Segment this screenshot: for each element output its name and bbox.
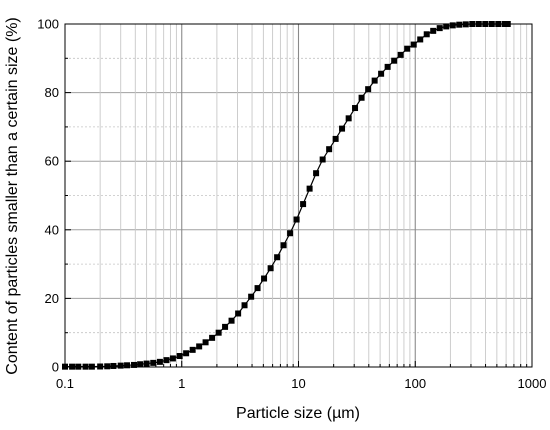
data-point: [300, 201, 307, 208]
data-point: [339, 125, 346, 132]
y-tick-label: 80: [45, 85, 59, 100]
data-point: [482, 21, 489, 27]
x-tick-label: 100: [404, 376, 426, 391]
data-point: [462, 21, 469, 28]
data-point: [75, 363, 82, 370]
data-point: [488, 21, 495, 27]
data-point: [241, 302, 248, 309]
data-point: [352, 105, 359, 112]
data-point: [189, 346, 196, 353]
data-point: [504, 21, 511, 27]
data-point: [202, 339, 209, 346]
data-point: [69, 363, 76, 370]
data-point: [110, 362, 117, 369]
data-point: [397, 51, 404, 58]
data-point: [183, 350, 190, 357]
data-point: [417, 36, 424, 43]
x-tick-label: 1: [178, 376, 185, 391]
data-point: [156, 358, 163, 365]
data-point: [254, 285, 261, 292]
data-point: [176, 353, 183, 360]
y-tick-labels: 0 20 40 60 80 100: [37, 17, 59, 375]
y-tick-label: 20: [45, 291, 59, 306]
data-point: [267, 265, 274, 272]
data-point: [215, 329, 222, 336]
y-tick-label: 0: [52, 360, 59, 375]
data-point: [456, 21, 463, 28]
data-point: [365, 86, 372, 93]
data-point: [131, 361, 138, 368]
data-point: [410, 41, 417, 48]
data-point: [326, 146, 333, 153]
data-point: [378, 70, 385, 77]
data-point: [248, 293, 255, 300]
series-markers: [62, 21, 511, 370]
data-point: [358, 94, 365, 101]
data-point: [371, 77, 378, 84]
data-point: [391, 57, 398, 64]
data-point: [449, 22, 456, 29]
x-tick-labels: 0.1 1 10 100 1000: [56, 376, 547, 391]
data-point: [313, 170, 320, 177]
data-point: [274, 254, 281, 261]
data-point: [88, 363, 95, 370]
data-point: [124, 362, 131, 369]
data-point: [97, 363, 104, 370]
data-point: [209, 334, 216, 341]
data-point: [222, 323, 229, 330]
data-point: [163, 357, 170, 364]
data-point: [280, 242, 287, 249]
data-point: [345, 115, 352, 122]
data-point: [436, 25, 443, 32]
x-tick-label: 10: [291, 376, 305, 391]
data-point: [423, 31, 430, 38]
data-point: [82, 363, 89, 370]
data-point: [306, 185, 313, 192]
data-point: [62, 363, 68, 370]
data-point: [495, 21, 502, 27]
data-point: [319, 156, 326, 163]
y-tick-label: 100: [37, 17, 59, 32]
data-point: [169, 355, 176, 362]
data-point: [430, 27, 437, 34]
grid: [65, 24, 532, 367]
data-point: [287, 230, 294, 237]
data-point: [196, 343, 203, 350]
data-point: [261, 275, 268, 282]
data-point: [332, 135, 339, 142]
data-point: [137, 361, 144, 368]
data-point: [293, 216, 300, 223]
y-axis-title: Content of particles smaller than a cert…: [4, 17, 21, 374]
data-point: [475, 21, 482, 27]
data-point: [384, 63, 391, 70]
y-tick-label: 40: [45, 222, 59, 237]
data-point: [228, 317, 235, 324]
data-point: [117, 362, 124, 369]
data-point: [404, 45, 411, 52]
x-tick-label: 1000: [518, 376, 547, 391]
data-point: [443, 23, 450, 30]
data-point: [150, 359, 157, 366]
x-axis-title: Particle size (µm): [236, 405, 360, 422]
data-point: [235, 310, 242, 317]
data-point: [143, 360, 150, 367]
data-point: [104, 363, 111, 370]
x-tick-label: 0.1: [56, 376, 74, 391]
data-point: [469, 21, 476, 27]
y-tick-label: 60: [45, 154, 59, 169]
